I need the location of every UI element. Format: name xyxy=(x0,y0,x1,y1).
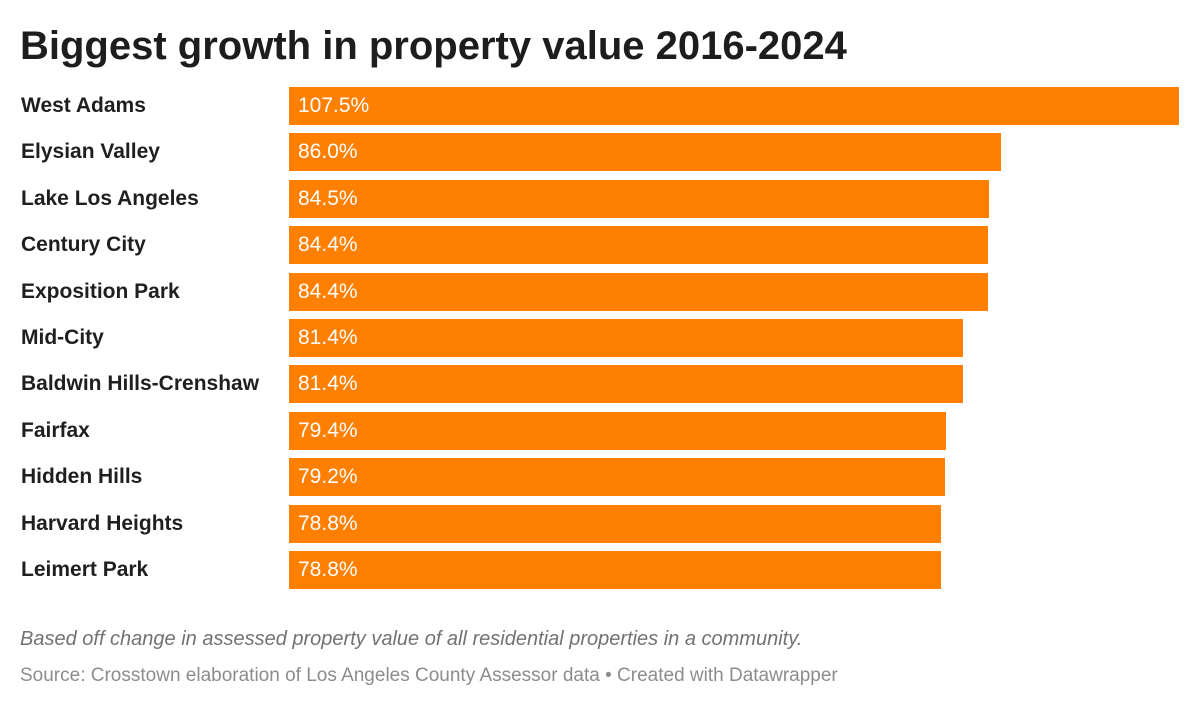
category-label: Baldwin Hills-Crenshaw xyxy=(21,365,259,403)
bar-row: Elysian Valley 86.0% xyxy=(0,133,1200,171)
category-label: Fairfax xyxy=(21,412,90,450)
category-label: Lake Los Angeles xyxy=(21,180,199,218)
bar xyxy=(289,458,945,496)
bar xyxy=(289,551,941,589)
category-label: Leimert Park xyxy=(21,551,148,589)
category-label: Century City xyxy=(21,226,146,264)
bar-row: Hidden Hills 79.2% xyxy=(0,458,1200,496)
bar-chart: West Adams 107.5% Elysian Valley 86.0% Lake … xyxy=(0,0,1200,710)
value-label: 81.4% xyxy=(298,319,358,357)
value-label: 107.5% xyxy=(298,87,369,125)
bar xyxy=(289,226,988,264)
category-label: Hidden Hills xyxy=(21,458,142,496)
bar-row: Lake Los Angeles 84.5% xyxy=(0,180,1200,218)
bar xyxy=(289,87,1179,125)
value-label: 78.8% xyxy=(298,505,358,543)
bar xyxy=(289,365,963,403)
category-label: Harvard Heights xyxy=(21,505,183,543)
category-label: Elysian Valley xyxy=(21,133,160,171)
value-label: 79.2% xyxy=(298,458,358,496)
value-label: 81.4% xyxy=(298,365,358,403)
bar xyxy=(289,319,963,357)
bar xyxy=(289,180,989,218)
category-label: West Adams xyxy=(21,87,146,125)
value-label: 84.4% xyxy=(298,273,358,311)
bar-row: Baldwin Hills-Crenshaw 81.4% xyxy=(0,365,1200,403)
bar-row: Century City 84.4% xyxy=(0,226,1200,264)
category-label: Exposition Park xyxy=(21,273,180,311)
value-label: 78.8% xyxy=(298,551,358,589)
value-label: 84.5% xyxy=(298,180,358,218)
chart-source: Source: Crosstown elaboration of Los Ang… xyxy=(20,665,838,687)
bar-row: Harvard Heights 78.8% xyxy=(0,505,1200,543)
value-label: 86.0% xyxy=(298,133,358,171)
chart-note: Based off change in assessed property va… xyxy=(20,628,802,651)
bar xyxy=(289,412,946,450)
bar xyxy=(289,133,1001,171)
bar-row: Mid-City 81.4% xyxy=(0,319,1200,357)
bar xyxy=(289,505,941,543)
bar-row: Leimert Park 78.8% xyxy=(0,551,1200,589)
bar-row: West Adams 107.5% xyxy=(0,87,1200,125)
value-label: 84.4% xyxy=(298,226,358,264)
bar-row: Exposition Park 84.4% xyxy=(0,273,1200,311)
category-label: Mid-City xyxy=(21,319,104,357)
bar xyxy=(289,273,988,311)
bar-row: Fairfax 79.4% xyxy=(0,412,1200,450)
value-label: 79.4% xyxy=(298,412,358,450)
